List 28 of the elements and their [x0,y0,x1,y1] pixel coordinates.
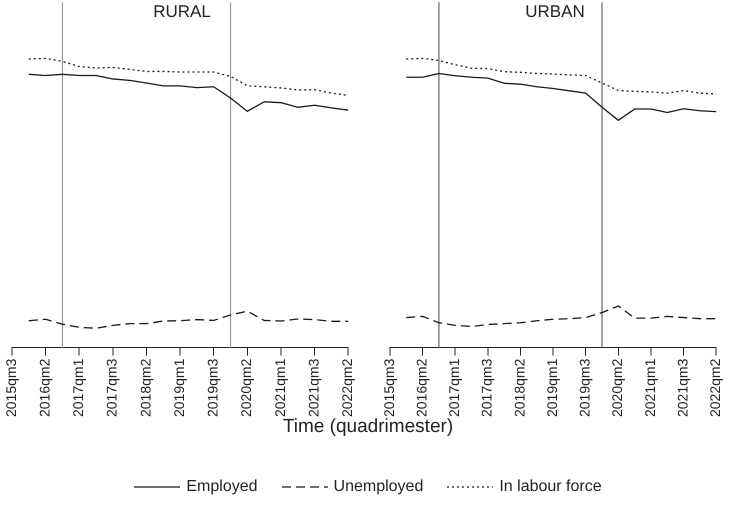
chart-title: URBAN [525,2,585,21]
x-tick-label: 2022qm2 [339,358,356,418]
x-tick-label: 2015qm3 [380,358,397,418]
x-tick-label: 2022qm2 [707,358,724,418]
x-tick-label: 2021qm3 [305,358,322,418]
x-tick-label: 2019qm1 [170,358,187,418]
x-tick-label: 2019qm3 [576,358,593,418]
x-tick-label: 2021qm1 [642,358,658,418]
x-tick-label: 2021qm1 [272,358,288,418]
x-axis-title: Time (quadrimester) [282,416,454,438]
x-tick-label: 2017qm3 [478,358,495,418]
x-tick-label: 2017qm1 [446,358,462,418]
x-tick-label: 2016qm2 [413,358,430,418]
x-tick-label: 2018qm2 [137,358,154,418]
x-tick-label: 2018qm2 [511,358,528,418]
x-tick-label: 2019qm1 [544,358,560,418]
x-tick-label: 2020qm2 [609,358,626,418]
chart-title: RURAL [153,2,211,21]
legend-label: Unemployed [334,478,424,496]
legend-label: In labour force [499,478,602,496]
x-tick-label: 2017qm1 [70,358,86,418]
x-tick-label: 2015qm3 [2,358,19,418]
x-tick-label: 2021qm3 [674,358,690,418]
x-tick-label: 2020qm2 [238,358,254,418]
x-tick-label: 2017qm3 [104,358,120,418]
legend-label: Employed [186,478,258,496]
x-tick-label: 2016qm2 [36,358,52,418]
x-tick-label: 2019qm3 [204,358,221,418]
